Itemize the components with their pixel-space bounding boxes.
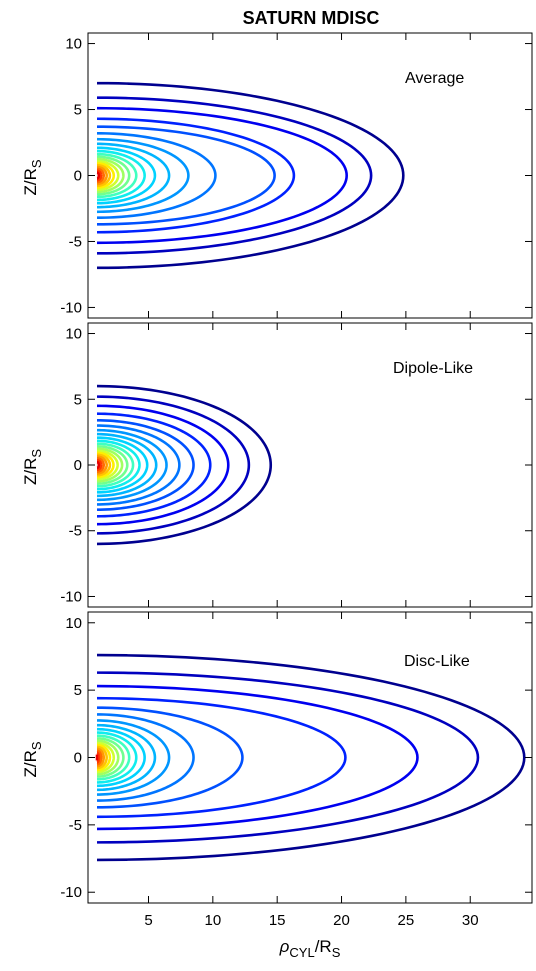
contour-line-14 [96, 449, 119, 481]
contour-line-14 [96, 741, 116, 774]
y-tick-label: -10 [60, 884, 82, 901]
contour-line-4 [97, 696, 347, 819]
contour-line-7 [96, 719, 171, 796]
contour-line-6 [97, 424, 181, 506]
contour-line-16 [96, 453, 112, 477]
contour-group [96, 384, 273, 546]
x-axis-label: ρCYL/RS [279, 937, 341, 960]
contour-line-9 [96, 146, 157, 205]
contour-line-2 [97, 96, 373, 255]
y-tick-label: 10 [65, 326, 82, 343]
panel-2: -10 -5 0 5 10 Z/RS Dipole-Like [21, 322, 533, 608]
contour-line-16 [97, 163, 112, 188]
contour-line-11 [96, 442, 135, 488]
contour-line-2 [97, 671, 480, 844]
contour-line-19 [97, 169, 103, 182]
contour-line-7 [97, 137, 190, 214]
panel-label: Average [405, 70, 464, 87]
contour-line-8 [96, 142, 171, 209]
y-axis-label: Z/RS [21, 449, 44, 485]
x-tick-label: 30 [462, 912, 479, 929]
contour-line-15 [96, 162, 116, 189]
panel-1: -10 -5 0 5 10 Z/RS Average [21, 32, 533, 319]
contour-line-10 [96, 149, 146, 202]
contour-line-2 [97, 395, 251, 535]
contour-line-18 [96, 167, 105, 184]
contour-line-13 [96, 157, 125, 194]
contour-line-10 [97, 439, 141, 491]
contour-line-1 [97, 653, 526, 862]
contour-line-10 [97, 731, 138, 784]
contour-line-3 [97, 106, 348, 245]
figure-title: SATURN MDISC [243, 8, 380, 28]
contour-line-4 [97, 412, 212, 518]
contour-line-20 [96, 460, 101, 470]
contour-line-19 [97, 458, 103, 472]
contour-line-11 [96, 734, 131, 781]
contour-line-5 [97, 706, 244, 809]
contour-line-18 [96, 749, 103, 766]
contour-line-19 [96, 751, 101, 764]
y-tick-label: 5 [74, 391, 82, 408]
contour-line-12 [96, 155, 131, 196]
y-tick-label: -5 [69, 523, 82, 540]
y-tick-label: -10 [60, 588, 82, 605]
contour-line-3 [97, 684, 419, 831]
contour-line-15 [96, 451, 115, 479]
x-tick-label: 10 [204, 912, 221, 929]
contour-group [95, 653, 526, 862]
contour-line-1 [97, 81, 405, 270]
contour-line-13 [96, 447, 124, 483]
contour-line-5 [97, 419, 195, 511]
contour-line-8 [96, 432, 158, 498]
contour-line-6 [97, 131, 217, 220]
contour-line-8 [96, 723, 157, 792]
contour-line-9 [96, 727, 146, 788]
contour-line-16 [96, 745, 108, 770]
contour-line-18 [97, 457, 105, 473]
x-tick-label: 25 [398, 912, 415, 929]
y-axis-label: Z/RS [21, 741, 44, 777]
y-tick-label: -5 [69, 817, 82, 834]
contour-line-20 [96, 171, 101, 180]
x-tick-label: 15 [269, 912, 286, 929]
contour-line-14 [96, 160, 120, 191]
contour-line-7 [96, 428, 168, 502]
y-tick-label: -10 [60, 299, 82, 316]
contour-line-3 [96, 404, 230, 526]
contour-line-17 [97, 455, 108, 475]
contour-line-1 [96, 384, 273, 546]
x-tick-label: 5 [144, 912, 152, 929]
contour-line-12 [96, 737, 125, 778]
panel-label: Dipole-Like [393, 360, 473, 377]
contour-line-15 [97, 743, 112, 772]
y-tick-label: 0 [74, 457, 82, 474]
y-tick-label: 5 [74, 102, 82, 119]
y-tick-label: 0 [74, 750, 82, 767]
x-tick-label: 20 [333, 912, 350, 929]
contour-line-9 [96, 436, 149, 494]
contour-line-17 [97, 165, 108, 186]
y-tick-label: 10 [65, 615, 82, 632]
y-tick-label: -5 [69, 233, 82, 250]
contour-line-11 [96, 152, 138, 199]
y-tick-label: 5 [74, 682, 82, 699]
contour-line-12 [96, 445, 129, 485]
panel-3: -10 -5 0 5 10 Z/RS Disc-Like 5 10 15 20 25 30 ρCYL/RS [21, 611, 533, 960]
contour-line-13 [96, 739, 120, 776]
contour-line-5 [97, 125, 276, 226]
contour-group [96, 81, 405, 270]
contour-line-4 [97, 117, 296, 234]
y-tick-label: 0 [74, 168, 82, 185]
panel-label: Disc-Like [404, 653, 470, 670]
y-axis-label: Z/RS [21, 159, 44, 195]
contour-line-6 [96, 713, 195, 802]
y-tick-label: 10 [65, 36, 82, 53]
contour-line-17 [97, 747, 105, 768]
